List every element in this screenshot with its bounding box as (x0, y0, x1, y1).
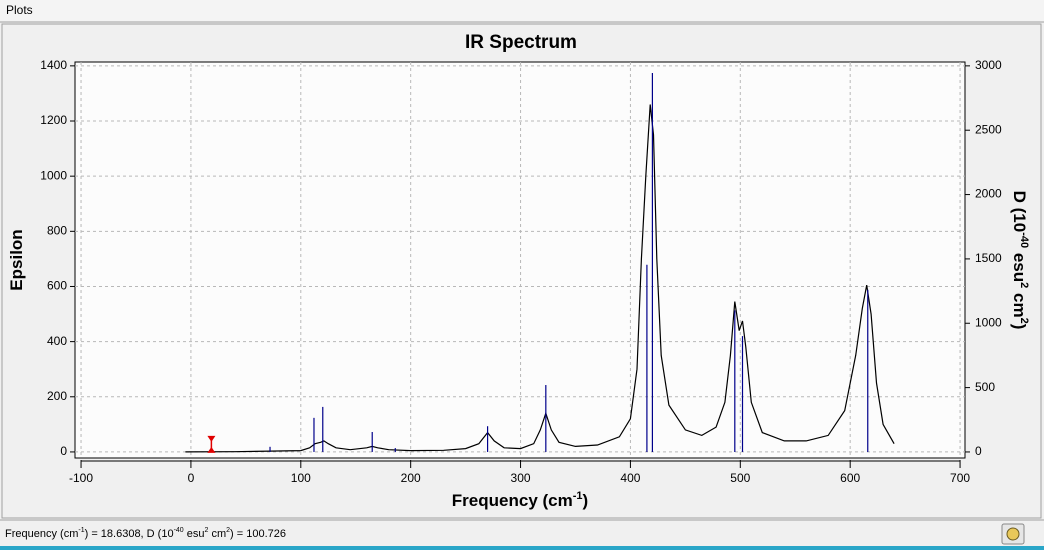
x-tick-label: 400 (620, 471, 640, 485)
x-tick-label: 700 (950, 471, 970, 485)
window-title: Plots (6, 3, 33, 17)
help-icon[interactable] (1006, 527, 1020, 541)
cursor-bottom (207, 446, 216, 453)
chart-title: IR Spectrum (465, 32, 577, 53)
y-tick-label: 0 (60, 444, 67, 458)
x-tick-label: 200 (401, 471, 421, 485)
text-part: Frequency (cm (452, 491, 573, 510)
x-tick-label: 600 (840, 471, 860, 485)
plot-area (74, 61, 966, 459)
text-part: ) = 18.6308, D (10 (85, 528, 174, 540)
x-tick-label: -100 (69, 471, 93, 485)
y-tick-label: 400 (47, 334, 67, 348)
superscript: -1 (573, 490, 583, 502)
x-tick-label: 0 (188, 471, 195, 485)
superscript: 2 (1018, 318, 1030, 324)
text-part: cm (208, 528, 226, 540)
x-axis-label: Frequency (cm-1) (452, 490, 588, 511)
y2-tick-label: 2000 (975, 187, 1002, 201)
y2-tick-label: 500 (975, 380, 995, 394)
cursor-marker (207, 435, 216, 453)
text-part: Frequency (cm (5, 528, 78, 540)
text-part: Epsilon (7, 229, 26, 290)
text-part: D (10 (1010, 191, 1029, 233)
status-bar (0, 520, 1044, 550)
y2-tick-label: 3000 (975, 58, 1002, 72)
y2-tick-label: 1500 (975, 251, 1002, 265)
text-part: ) (1010, 324, 1029, 330)
y2-tick-label: 2500 (975, 122, 1002, 136)
superscript: 2 (205, 527, 209, 534)
text-part: esu (1010, 248, 1029, 282)
y2-axis-label: D (10-40 esu2 cm2) (1010, 191, 1031, 330)
spectrum-line (185, 104, 895, 453)
text-part: ) (583, 491, 589, 510)
x-tick-label: 500 (730, 471, 750, 485)
x-tick-label: 300 (511, 471, 531, 485)
y-tick-label: 800 (47, 223, 67, 237)
superscript: 2 (226, 527, 230, 534)
y-tick-label: 1200 (40, 113, 67, 127)
superscript: 2 (1018, 282, 1030, 288)
text-part: cm (1010, 288, 1029, 317)
superscript: -40 (1018, 232, 1030, 248)
cursor-top (207, 435, 216, 442)
title-bar (0, 0, 1044, 22)
y-tick-label: 1400 (40, 58, 67, 72)
window-edge (0, 546, 1044, 550)
superscript: -1 (78, 527, 84, 534)
y2-tick-label: 1000 (975, 315, 1002, 329)
y-tick-label: 200 (47, 389, 67, 403)
x-tick-label: 100 (291, 471, 311, 485)
text-part: esu (184, 528, 205, 540)
status-text: Frequency (cm-1) = 18.6308, D (10-40 esu… (5, 527, 286, 540)
y-tick-label: 600 (47, 279, 67, 293)
text-part: ) = 100.726 (230, 528, 286, 540)
y-tick-label: 1000 (40, 168, 67, 182)
superscript: -40 (174, 527, 184, 534)
y2-tick-label: 0 (975, 444, 982, 458)
y-axis-label: Epsilon (7, 229, 26, 290)
